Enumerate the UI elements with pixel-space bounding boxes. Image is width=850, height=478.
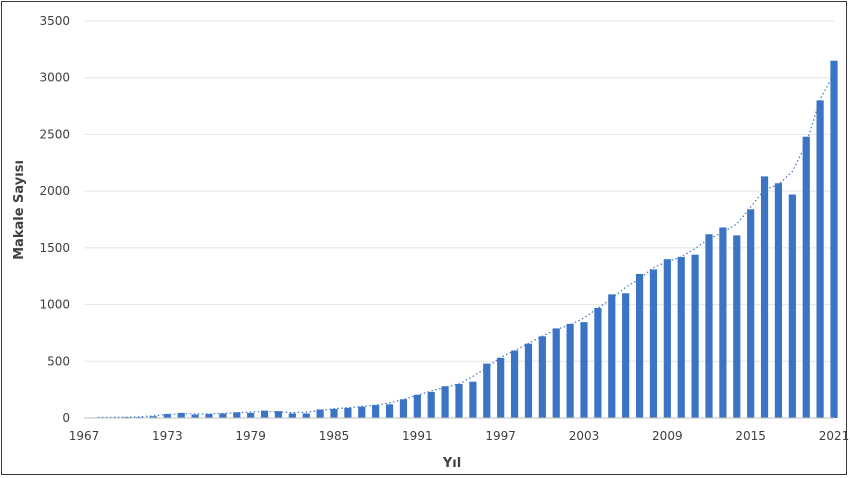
bar [469, 381, 477, 418]
x-tick-label: 2015 [735, 429, 766, 443]
y-tick-label: 500 [47, 354, 70, 368]
y-tick-label: 3000 [39, 71, 70, 85]
bar [233, 412, 241, 418]
y-tick-label: 1500 [39, 241, 70, 255]
bar [163, 414, 171, 418]
bar [483, 363, 491, 418]
bar [413, 394, 421, 418]
bar [705, 234, 713, 418]
bar [566, 323, 574, 418]
bar [594, 307, 602, 418]
x-tick-label: 1997 [485, 429, 516, 443]
x-axis-ticks: 1967 1973 1979 1985 1991 1997 2003 2009 2015 2021 [69, 429, 850, 443]
bar [177, 412, 185, 418]
x-tick-label: 1985 [319, 429, 350, 443]
bar [691, 254, 699, 418]
bar [663, 259, 671, 418]
bar [149, 416, 158, 418]
bar [552, 328, 560, 418]
bar [816, 100, 824, 419]
bar [649, 269, 658, 418]
bar [330, 408, 338, 418]
bar [260, 410, 269, 418]
bar [580, 322, 588, 418]
bar [344, 407, 352, 418]
y-tick-label: 3500 [39, 14, 70, 28]
x-tick-label: 2021 [819, 429, 850, 443]
bar [802, 136, 810, 418]
bar [302, 413, 310, 418]
x-tick-label: 1973 [152, 429, 183, 443]
bar [788, 194, 796, 418]
bar [677, 256, 685, 418]
x-tick-label: 1979 [235, 429, 266, 443]
bar [399, 399, 408, 418]
bar [622, 293, 630, 418]
y-tick-label: 2500 [39, 127, 70, 141]
bar [247, 412, 255, 418]
bar [441, 386, 449, 418]
y-axis-ticks: 0 500 1000 1500 2000 2500 3000 3500 [39, 14, 70, 425]
bar [635, 273, 644, 418]
bar [274, 411, 283, 418]
bar [205, 414, 213, 418]
bars [94, 60, 838, 419]
x-axis-title: Yıl [442, 456, 461, 471]
bar [358, 406, 366, 418]
bar [288, 413, 296, 418]
bar [372, 404, 380, 418]
bar [497, 357, 505, 418]
bar [747, 209, 755, 418]
x-tick-label: 1967 [69, 429, 100, 443]
bar [510, 350, 519, 418]
bar [524, 343, 533, 418]
bar [760, 176, 769, 418]
y-tick-label: 0 [62, 411, 70, 425]
bar [455, 383, 463, 418]
bar [774, 183, 783, 418]
y-tick-label: 1000 [39, 298, 70, 312]
bar [385, 404, 394, 418]
y-axis-title: Makale Sayısı [12, 160, 27, 260]
bar [191, 414, 199, 418]
x-tick-label: 2003 [569, 429, 600, 443]
y-tick-label: 2000 [39, 184, 70, 198]
trendline [97, 73, 835, 418]
bar [608, 294, 616, 418]
bar [538, 336, 546, 418]
bar [316, 409, 324, 418]
bar [830, 60, 838, 418]
x-tick-label: 1991 [402, 429, 433, 443]
bar [427, 391, 435, 418]
x-tick-label: 2009 [652, 429, 683, 443]
bar [733, 235, 741, 418]
bar [719, 227, 727, 418]
bar [219, 413, 227, 418]
